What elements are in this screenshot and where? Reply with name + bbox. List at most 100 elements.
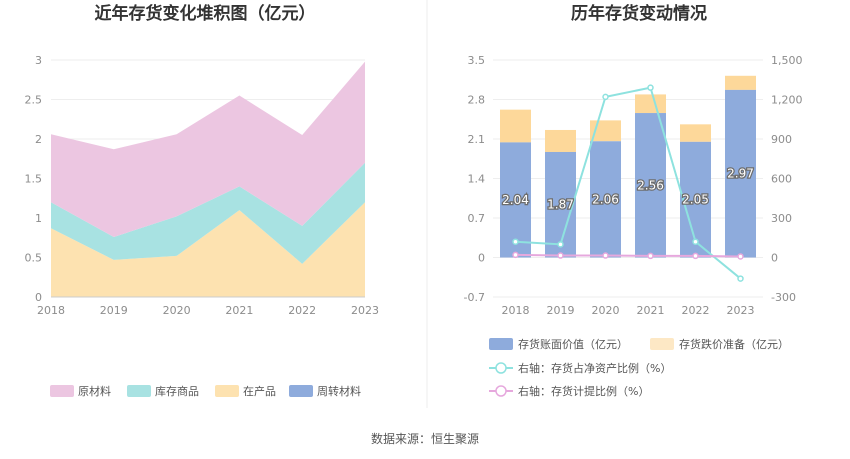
left-x-tick-label: 2022 <box>288 304 316 317</box>
bar-value-label: 2.04 <box>502 193 529 207</box>
right-left-y-tick-label: -0.7 <box>464 291 485 304</box>
right-bar-series <box>500 75 756 258</box>
right-right-y-tick-label: 600 <box>771 173 792 186</box>
bar-book-value <box>500 142 531 258</box>
bar-value-label: 2.05 <box>682 193 709 207</box>
legend-label-line_ratio: 右轴：存货占净资产比例（%） <box>518 361 671 375</box>
point-line_provision <box>557 252 564 259</box>
point-line_ratio <box>557 241 564 248</box>
point-line_ratio <box>602 93 609 101</box>
right-right-y-tick-label: 0 <box>771 252 778 265</box>
bar-value-label: 2.97 <box>727 167 754 181</box>
right-line-series <box>512 84 744 282</box>
legend-label-inventory_goods: 库存商品 <box>155 384 199 398</box>
legend-marker-line_provision <box>495 385 507 397</box>
right-left-y-tick-label: 2.8 <box>468 94 486 107</box>
right-x-axis: 2018 2019 2020 2021 2022 2023 <box>502 304 755 317</box>
legend-label-book-value: 存货账面价值（亿元） <box>518 337 628 351</box>
left-x-tick-label: 2023 <box>351 304 379 317</box>
right-right-y-tick-label: 1,200 <box>771 94 803 107</box>
right-right-y-axis: -300 0 300 600 900 1,200 1,500 <box>771 54 803 304</box>
legend-label-turnover: 周转材料 <box>317 384 361 398</box>
area-series-wip <box>51 202 365 297</box>
point-line_ratio <box>692 238 699 245</box>
bar-reserve <box>545 129 576 152</box>
right-left-y-tick-label: 0.7 <box>468 212 486 225</box>
right-x-tick-label: 2021 <box>637 304 665 317</box>
left-x-tick-label: 2020 <box>163 304 191 317</box>
right-legend: 存货账面价值（亿元） 存货跌价准备（亿元） 右轴：存货占净资产比例（%） 右轴：存货计… <box>489 337 789 398</box>
left-legend: 原材料 库存商品 在产品 周转材料 <box>50 384 361 398</box>
legend-label-reserve: 存货跌价准备（亿元） <box>679 337 789 351</box>
bar-value-label: 1.87 <box>547 198 574 212</box>
right-chart-title: 历年存货变动情况 <box>571 3 707 24</box>
left-x-tick-label: 2021 <box>225 304 253 317</box>
legend-marker-line_ratio <box>495 362 507 374</box>
bar-book-value <box>590 141 621 258</box>
bar-book-value <box>635 113 666 258</box>
left-y-tick-label: 2.5 <box>25 94 43 107</box>
left-chart-title: 近年存货变化堆积图（亿元） <box>95 3 316 24</box>
bar-reserve <box>500 109 531 143</box>
legend-label-raw_material: 原材料 <box>78 384 111 398</box>
line-line_ratio <box>515 86 742 280</box>
left-x-axis: 2018 2019 2020 2021 2022 2023 <box>37 296 379 317</box>
left-y-tick-label: 1.5 <box>25 173 43 186</box>
data-source: 数据来源：恒生聚源 <box>371 431 479 446</box>
point-line_ratio <box>737 275 744 282</box>
right-x-tick-label: 2020 <box>592 304 620 317</box>
right-x-tick-label: 2023 <box>727 304 755 317</box>
right-x-tick-label: 2019 <box>547 304 575 317</box>
right-gridlines <box>493 59 763 298</box>
bar-reserve <box>635 94 666 114</box>
point-line_ratio <box>512 238 519 245</box>
bar-reserve <box>680 124 711 142</box>
line-line_provision <box>515 253 741 258</box>
point-line_ratio <box>647 84 654 91</box>
right-left-y-axis: -0.7 0 0.7 1.4 2.1 2.8 3.5 <box>464 54 485 304</box>
right-x-tick-label: 2022 <box>682 304 710 317</box>
right-right-y-tick-label: 900 <box>771 133 792 146</box>
right-left-y-tick-label: 2.1 <box>468 133 486 146</box>
point-line_provision <box>602 252 609 259</box>
inventory-change-chart: 历年存货变动情况 2.04 1.87 2.06 2.56 2.05 2.97 -0.7 0 0… <box>464 3 803 398</box>
point-line_provision <box>692 252 699 260</box>
left-y-axis: 0 0.5 1 1.5 2 2.5 3 <box>25 54 43 304</box>
left-x-tick-label: 2018 <box>37 304 65 317</box>
right-right-y-tick-label: -300 <box>771 291 796 304</box>
left-y-tick-label: 1 <box>35 212 42 225</box>
left-y-tick-label: 0 <box>35 291 42 304</box>
right-left-y-tick-label: 0 <box>478 252 485 265</box>
bar-value-label: 2.56 <box>637 178 664 192</box>
right-left-y-tick-label: 1.4 <box>468 173 486 186</box>
bar-book-value <box>545 151 576 258</box>
bar-reserve <box>725 75 756 90</box>
right-right-y-tick-label: 1,500 <box>771 54 803 67</box>
legend-label-line_provision: 右轴：存货计提比例（%） <box>518 384 649 398</box>
left-y-tick-label: 2 <box>35 133 42 146</box>
legend-label-wip: 在产品 <box>243 384 276 398</box>
legend-swatch-book-value <box>489 338 513 350</box>
area-series-inventory_goods <box>51 162 365 264</box>
right-data-labels: 2.04 1.87 2.06 2.56 2.05 2.97 <box>501 165 755 213</box>
left-area-series <box>51 61 365 297</box>
left-y-tick-label: 0.5 <box>25 252 43 265</box>
left-x-tick-label: 2019 <box>100 304 128 317</box>
point-line_provision <box>647 252 654 260</box>
legend-swatch-turnover <box>289 385 313 397</box>
legend-swatch-wip <box>215 385 239 397</box>
legend-swatch-inventory_goods <box>127 385 151 397</box>
point-line_provision <box>512 251 519 259</box>
point-line_provision <box>737 253 744 260</box>
legend-swatch-raw_material <box>50 385 74 397</box>
right-x-tick-label: 2018 <box>502 304 530 317</box>
right-right-y-tick-label: 300 <box>771 212 792 225</box>
left-y-tick-label: 3 <box>35 54 42 67</box>
area-series-raw_material <box>51 61 365 237</box>
right-left-y-tick-label: 3.5 <box>468 54 486 67</box>
bar-book-value <box>725 89 756 258</box>
bar-value-label: 2.06 <box>592 192 619 206</box>
legend-swatch-reserve <box>650 338 674 350</box>
